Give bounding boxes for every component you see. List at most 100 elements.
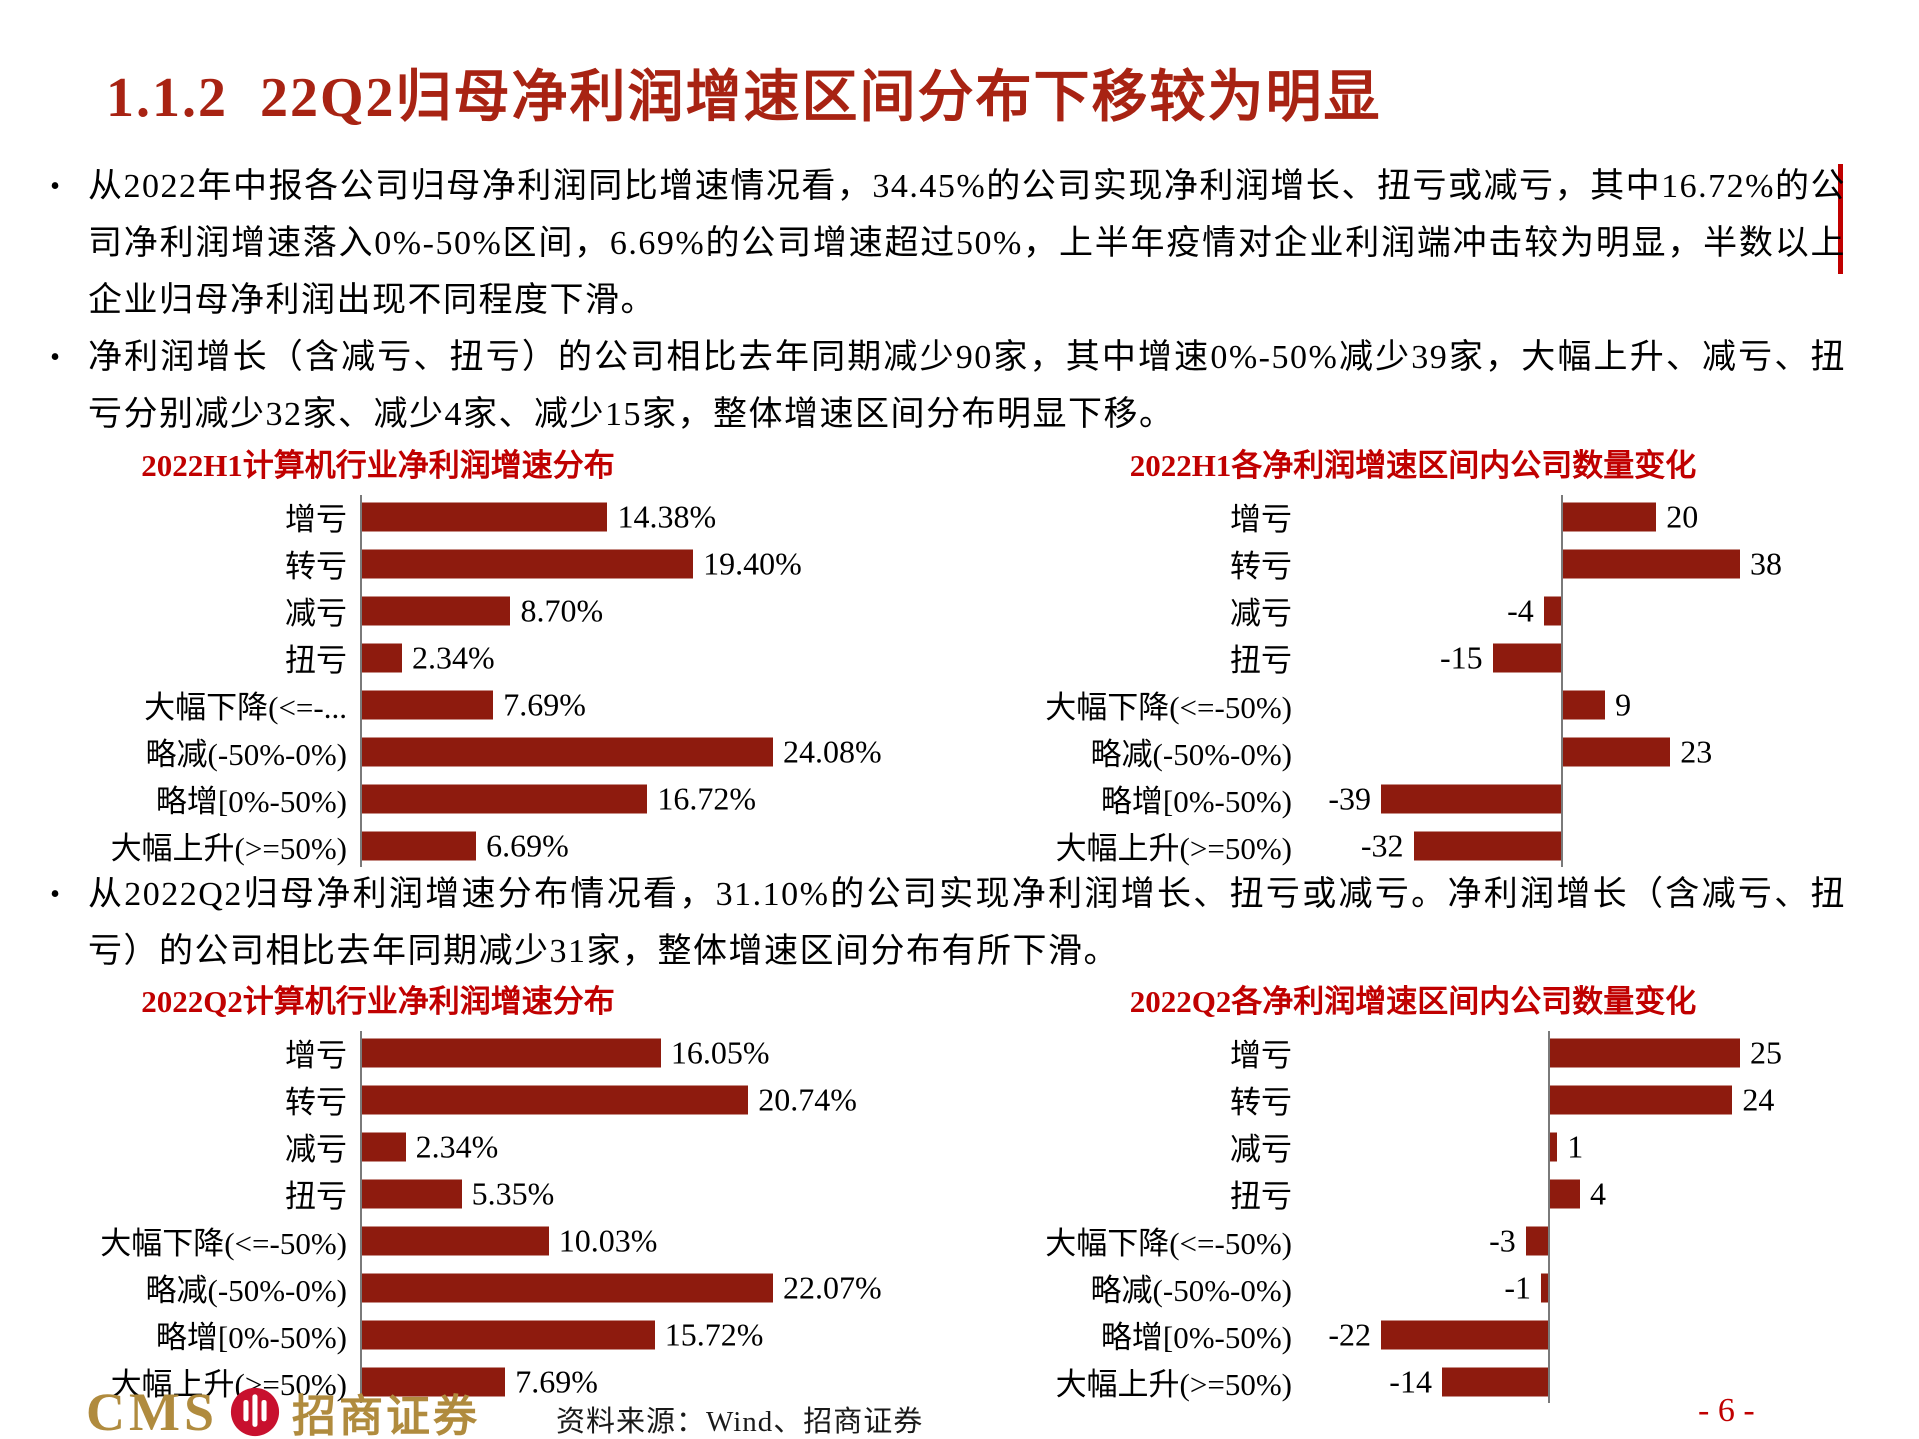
value-label: -4	[1507, 592, 1534, 628]
value-label: 22.07%	[783, 1269, 882, 1305]
category-label: 略增[0%-50%)	[155, 784, 347, 819]
chart-row: 转亏 20.74%	[74, 1076, 912, 1123]
bar-area: 5.35%	[361, 1170, 912, 1217]
chart-plot: 增亏 25 转亏 24 减亏 1 扭亏 4 大幅下降(<=-50%) -3 略减(-50%-0%) -…	[1012, 1029, 1814, 1405]
chart-row: 减亏 2.34%	[74, 1123, 912, 1170]
value-label: 6.69%	[486, 827, 569, 863]
category-label: 略减(-50%-0%)	[145, 1273, 347, 1308]
category-label: 转亏	[1230, 1085, 1292, 1120]
value-label: 9	[1615, 686, 1632, 722]
bar-area: -3	[1306, 1217, 1814, 1264]
bar	[362, 1273, 773, 1302]
category-label: 略增[0%-50%)	[1100, 784, 1292, 819]
bar	[362, 1179, 462, 1208]
red-margin-marker	[1838, 164, 1843, 274]
chart-row: 大幅上升(>=50%) 7.69%	[74, 1358, 912, 1405]
chart-row: 扭亏 2.34%	[74, 634, 912, 681]
category-label: 略减(-50%-0%)	[145, 737, 347, 772]
bar	[362, 596, 511, 625]
cms-logo-text: CMS	[86, 1382, 218, 1439]
bar-area: -22	[1306, 1311, 1814, 1358]
bar-area: 38	[1306, 540, 1814, 587]
source-note: 资料来源：Wind、招商证券	[556, 1406, 924, 1438]
chart-row: 略减(-50%-0%) 22.07%	[74, 1264, 912, 1311]
chart-row: 略减(-50%-0%) 23	[1012, 728, 1814, 775]
bar-area: 16.72%	[361, 775, 912, 822]
chart-row: 略减(-50%-0%) 24.08%	[74, 728, 912, 775]
axis-line	[1561, 495, 1564, 867]
bullet-item: • 净利润增长（含减亏、扭亏）的公司相比去年同期减少90家，其中增速0%-50%…	[22, 329, 1846, 443]
category-label: 大幅下降(<=-50%)	[1045, 1226, 1292, 1261]
value-label: 20	[1666, 498, 1699, 534]
bar-area: 7.69%	[361, 681, 912, 728]
bar-area: -1	[1306, 1264, 1814, 1311]
bullet-item: • 从2022年中报各公司归母净利润同比增速情况看，34.45%的公司实现净利润…	[22, 158, 1846, 329]
chart-2022h1-growth-distribution: 2022H1计算机行业净利润增速分布 增亏 14.38% 转亏 19.40% 减亏 8.7…	[74, 440, 912, 869]
bar-area: 7.69%	[361, 1358, 912, 1405]
category-label: 略增[0%-50%)	[1100, 1320, 1292, 1355]
value-label: 8.70%	[520, 592, 604, 628]
bullet-item: • 从2022Q2归母净利润增速分布情况看，31.10%的公司实现净利润增长、扭…	[22, 866, 1846, 980]
category-label: 减亏	[1230, 1132, 1292, 1167]
value-label: 16.05%	[670, 1034, 770, 1070]
bar	[1492, 643, 1563, 672]
chart-row: 转亏 38	[1012, 540, 1814, 587]
bar	[362, 1038, 661, 1067]
chart-row: 减亏 -4	[1012, 587, 1814, 634]
bar	[1549, 1179, 1581, 1208]
value-label: 2.34%	[415, 1128, 499, 1164]
value-label: -15	[1439, 639, 1483, 675]
bar-area: -15	[1306, 634, 1814, 681]
category-label: 增亏	[1230, 502, 1292, 537]
category-label: 大幅下降(<=-50%)	[1045, 690, 1292, 725]
category-label: 扭亏	[1230, 643, 1292, 678]
bar	[362, 690, 494, 719]
bar-area: -32	[1306, 822, 1814, 869]
category-label: 扭亏	[285, 1179, 347, 1214]
chart-row: 略减(-50%-0%) -1	[1012, 1264, 1814, 1311]
chart-row: 转亏 24	[1012, 1076, 1814, 1123]
category-label: 大幅下降(<=-50%)	[100, 1226, 347, 1261]
category-label: 大幅上升(>=50%)	[1055, 1367, 1292, 1402]
bar	[362, 1367, 506, 1396]
bar	[362, 831, 477, 860]
category-label: 减亏	[1230, 596, 1292, 631]
chart-row: 减亏 8.70%	[74, 587, 912, 634]
chart-title: 2022Q2各净利润增速区间内公司数量变化	[1129, 984, 1697, 1019]
chart-row: 扭亏 4	[1012, 1170, 1814, 1217]
value-label: 7.69%	[515, 1363, 598, 1399]
chart-row: 扭亏 5.35%	[74, 1170, 912, 1217]
bar-area: 9	[1306, 681, 1814, 728]
bar	[1549, 1085, 1733, 1114]
bar	[1549, 1132, 1558, 1161]
chart-row: 增亏 25	[1012, 1029, 1814, 1076]
chart-row: 大幅下降(<=-50%) -3	[1012, 1217, 1814, 1264]
category-label: 转亏	[285, 1085, 347, 1120]
bar	[1563, 690, 1606, 719]
bar	[362, 502, 608, 531]
category-label: 扭亏	[285, 643, 347, 678]
chart-row: 大幅上升(>=50%) 6.69%	[74, 822, 912, 869]
bar-area: 24.08%	[361, 728, 912, 775]
value-label: 14.38%	[617, 498, 717, 534]
cms-logo: CMS 招商证券	[86, 1380, 480, 1439]
bar-area: 20	[1306, 493, 1814, 540]
value-label: -1	[1504, 1269, 1531, 1305]
bar-area: 4	[1306, 1170, 1814, 1217]
value-label: 10.03%	[558, 1222, 658, 1258]
category-label: 大幅上升(>=50%)	[1055, 831, 1292, 866]
bar	[1441, 1367, 1549, 1396]
bar	[362, 737, 773, 766]
chart-row: 增亏 16.05%	[74, 1029, 912, 1076]
bar	[362, 549, 694, 578]
value-label: 1	[1567, 1128, 1584, 1164]
bullet-text: 从2022Q2归母净利润增速分布情况看，31.10%的公司实现净利润增长、扭亏或…	[88, 876, 1846, 970]
category-label: 大幅上升(>=50%)	[110, 1367, 347, 1402]
chart-row: 略增[0%-50%) -22	[1012, 1311, 1814, 1358]
bar-area: 1	[1306, 1123, 1814, 1170]
category-label: 减亏	[285, 1132, 347, 1167]
value-label: 20.74%	[758, 1081, 857, 1117]
category-label: 略减(-50%-0%)	[1090, 1273, 1292, 1308]
bullet-text: 从2022年中报各公司归母净利润同比增速情况看，34.45%的公司实现净利润增长…	[88, 168, 1846, 319]
value-label: -3	[1489, 1222, 1516, 1258]
